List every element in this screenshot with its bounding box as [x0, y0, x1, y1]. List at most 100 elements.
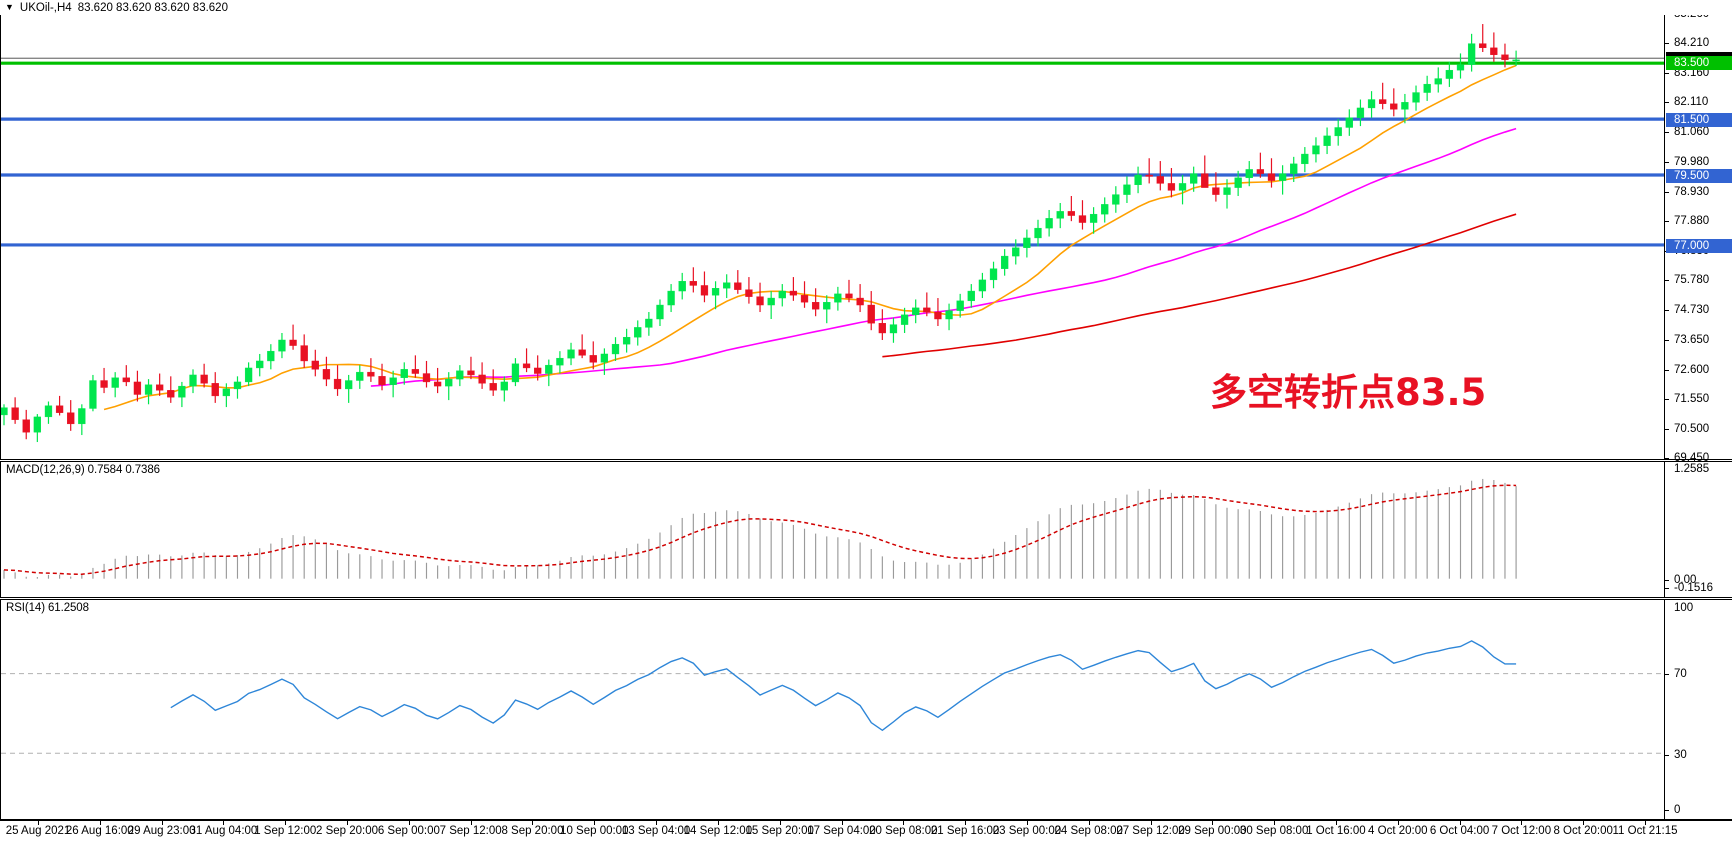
macd-plot-area[interactable]: MACD(12,26,9) 0.7584 0.7386 [0, 461, 1664, 598]
time-tick-mark [1150, 821, 1152, 825]
time-label-7: 7 Sep 12:00 [439, 825, 502, 837]
time-label-23: 6 Oct 04:00 [1429, 825, 1490, 837]
time-label-3: 31 Aug 04:00 [189, 825, 258, 837]
price-tick-79.980: 79.980 [1665, 156, 1732, 169]
time-label-2: 29 Aug 23:00 [127, 825, 196, 837]
time-tick-mark [779, 821, 781, 825]
time-label-1: 26 Aug 16:00 [65, 825, 134, 837]
time-label-9: 10 Sep 00:00 [560, 825, 629, 837]
time-tick-mark [841, 821, 843, 825]
price-tick-70.500: 70.500 [1665, 423, 1732, 436]
macd-indicator-label: MACD(12,26,9) 0.7584 0.7386 [6, 464, 160, 476]
time-tick-mark [223, 821, 225, 825]
time-label-22: 4 Oct 20:00 [1368, 825, 1428, 837]
time-label-14: 20 Sep 08:00 [869, 825, 938, 837]
rsi-tick-70: 70 [1665, 668, 1732, 681]
time-tick-mark [1335, 821, 1337, 825]
time-tick-mark [1274, 821, 1276, 825]
time-tick-mark [99, 821, 101, 825]
level-badge-77.000[interactable]: 77.000 [1666, 238, 1732, 253]
time-label-16: 23 Sep 00:00 [992, 825, 1062, 837]
time-label-25: 8 Oct 20:00 [1553, 825, 1613, 837]
time-tick-mark [717, 821, 719, 825]
price-tick-73.650: 73.650 [1665, 334, 1732, 347]
rsi-panel: RSI(14) 61.2508 100 70 30 0 [0, 599, 1732, 820]
chart-header: ▼ UKOil-,H4 83.620 83.620 83.620 83.620 [0, 0, 1732, 15]
price-plot-area[interactable] [0, 8, 1664, 460]
time-label-17: 24 Sep 08:00 [1054, 825, 1123, 837]
time-tick-mark [1645, 821, 1646, 825]
time-tick-mark [594, 821, 596, 825]
level-badge-79.500[interactable]: 79.500 [1666, 168, 1732, 183]
time-tick-mark [965, 821, 967, 825]
time-tick-mark [532, 821, 534, 825]
macd-panel: MACD(12,26,9) 0.7584 0.7386 1.2585 0.00 -0… [0, 461, 1732, 598]
last-tick-marker [1666, 52, 1732, 58]
triangle-down-icon[interactable]: ▼ [5, 2, 14, 12]
time-tick-mark [38, 821, 39, 825]
rsi-axis[interactable]: 100 70 30 0 [1664, 599, 1732, 820]
price-tick-75.780: 75.780 [1665, 274, 1732, 287]
rsi-indicator-label: RSI(14) 61.2508 [6, 602, 89, 614]
macd-tick--0.1516: -0.1516 [1665, 582, 1732, 595]
price-tick-78.930: 78.930 [1665, 186, 1732, 199]
price-tick-82.110: 82.110 [1665, 96, 1732, 109]
time-label-0: 25 Aug 2021 [5, 825, 71, 837]
rsi-tick-100: 100 [1674, 602, 1694, 614]
time-label-19: 29 Sep 00:00 [1178, 825, 1247, 837]
time-label-5: 2 Sep 20:00 [316, 825, 379, 837]
macd-chart-svg [3, 478, 1517, 579]
time-tick-mark [347, 821, 349, 825]
time-tick-mark [161, 821, 163, 825]
time-tick-mark [285, 821, 287, 825]
rsi-tick-30: 30 [1665, 749, 1732, 762]
macd-tick-0.00: 0.00 [1665, 574, 1732, 587]
price-tick-84.210: 84.210 [1665, 37, 1732, 50]
candlestick-series [1, 24, 1520, 443]
time-label-24: 7 Oct 12:00 [1491, 825, 1552, 837]
ma-mid-line [370, 127, 1517, 387]
time-label-18: 27 Sep 12:00 [1116, 825, 1185, 837]
time-axis[interactable]: 25 Aug 2021 26 Aug 16:00 29 Aug 23:00 31 Au… [0, 820, 1732, 843]
time-label-15: 21 Sep 16:00 [930, 825, 1000, 837]
time-tick-mark [408, 821, 410, 825]
price-chart-svg [1, 24, 1664, 443]
time-tick-mark [1212, 821, 1214, 825]
price-tick-81.060: 81.060 [1665, 126, 1732, 139]
time-label-13: 17 Sep 04:00 [807, 825, 876, 837]
time-label-6: 6 Sep 00:00 [377, 825, 440, 837]
rsi-plot-area[interactable]: RSI(14) 61.2508 [0, 599, 1664, 820]
time-label-11: 14 Sep 12:00 [683, 825, 753, 837]
level-badge-81.500[interactable]: 81.500 [1666, 112, 1732, 127]
macd-axis[interactable]: 1.2585 0.00 -0.1516 [1664, 461, 1732, 598]
rsi-line [170, 640, 1517, 732]
ohlc-values: 83.620 83.620 83.620 83.620 [77, 1, 228, 14]
price-tick-72.600: 72.600 [1665, 364, 1732, 377]
time-tick-mark [1397, 821, 1399, 825]
macd-tick-1.2585: 1.2585 [1674, 463, 1710, 475]
time-tick-mark [1521, 821, 1523, 825]
time-tick-mark [470, 821, 472, 825]
time-label-26: 11 Oct 21:15 [1612, 825, 1678, 837]
time-tick-mark [1026, 821, 1028, 825]
time-label-4: 1 Sep 12:00 [254, 825, 317, 837]
time-tick-mark [903, 821, 905, 825]
price-axis[interactable]: 85.26084.21083.16082.11081.06079.98078.9… [1664, 8, 1732, 464]
rsi-chart-svg [1, 640, 1664, 754]
symbol-label: UKOil-,H4 [19, 1, 72, 14]
time-label-20: 30 Sep 08:00 [1239, 825, 1309, 837]
macd-signal-line [3, 484, 1517, 575]
macd-histogram [3, 478, 1517, 579]
time-tick-mark [1583, 821, 1585, 825]
time-label-8: 8 Sep 20:00 [501, 825, 564, 837]
ma-slow-line [882, 213, 1517, 358]
price-tick-71.550: 71.550 [1665, 393, 1732, 406]
chart-annotation-text: 多空转折点83.5 [1210, 371, 1487, 414]
time-tick-mark [656, 821, 658, 825]
price-tick-74.730: 74.730 [1665, 304, 1732, 317]
time-label-12: 15 Sep 20:00 [745, 825, 814, 837]
last-price-badge[interactable]: 83.500 [1666, 56, 1732, 71]
time-label-10: 13 Sep 04:00 [621, 825, 691, 837]
time-tick-mark [1088, 821, 1090, 825]
